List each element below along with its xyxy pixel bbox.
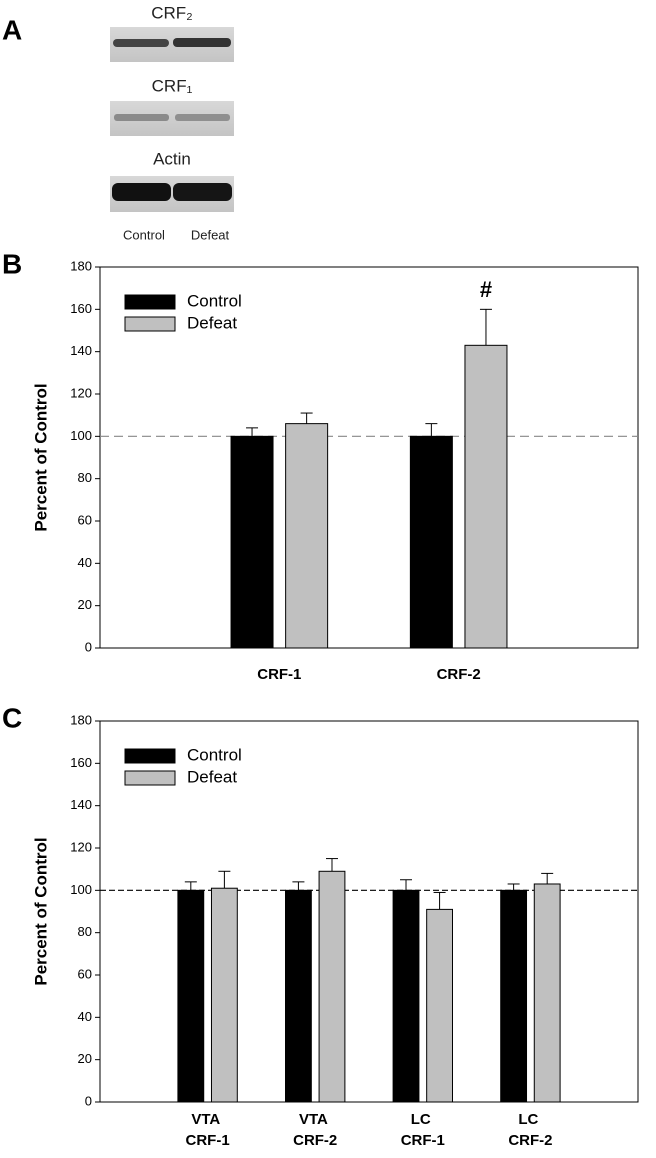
x-tick-label: CRF-1 [257,666,301,683]
lane-label: Control [123,227,165,242]
y-tick-label: 140 [70,797,92,812]
legend-swatch [124,316,176,332]
annotation: # [480,277,492,302]
y-axis-label: Percent of Control [31,383,50,531]
legend-label: Defeat [187,767,237,786]
legend-label: Control [187,745,242,764]
blot-band [114,114,169,121]
x-tick-label: VTA CRF-2 [293,1111,337,1149]
y-tick-label: 20 [78,597,92,612]
band-label: CRF₂ [151,3,193,22]
error-bar [479,308,492,346]
error-bar [425,423,438,437]
plot-frame [99,266,639,649]
blot-band [175,114,230,121]
error-bar [400,879,413,891]
blot-band [113,39,169,47]
legend-label: Defeat [187,313,237,332]
bar [177,889,205,1103]
panel-label: A [2,14,22,45]
error-bar [300,412,313,424]
blot-band [173,38,231,47]
y-axis-label: Percent of Control [31,837,50,985]
plot-frame [99,720,639,1103]
y-tick-label: 100 [70,882,92,897]
band-label: CRF₁ [152,76,193,95]
x-tick-label: LC CRF-2 [508,1111,552,1149]
error-bar [433,891,446,910]
x-tick-label: LC CRF-1 [401,1111,445,1149]
legend-swatch [124,770,176,786]
blot-band [112,183,171,201]
error-bar [246,427,259,437]
bar [230,435,274,649]
bar [409,435,453,649]
band-label: Actin [153,149,191,168]
y-tick-label: 120 [70,839,92,854]
y-tick-label: 40 [78,1009,92,1024]
bar [318,870,346,1103]
error-bar [541,872,554,884]
error-bar [325,858,338,872]
y-tick-label: 180 [70,258,92,273]
y-tick-label: 160 [70,301,92,316]
panel-label: B [2,248,22,279]
y-tick-label: 60 [78,966,92,981]
y-tick-label: 140 [70,343,92,358]
lane-label: Defeat [191,227,230,242]
y-tick-label: 40 [78,555,92,570]
bar [426,908,453,1103]
bar [285,889,312,1103]
bar [464,344,508,649]
legend-swatch [124,748,176,764]
bar [392,889,420,1103]
y-tick-label: 80 [78,924,92,939]
error-bar [218,870,231,889]
western-blot: CRF₂ CRF₁ Actin Control Defeat [110,3,234,242]
bar [533,883,561,1103]
y-tick-label: 20 [78,1051,92,1066]
y-tick-label: 80 [78,470,92,485]
panel-label: C [2,702,22,733]
legend-swatch [124,294,176,310]
y-tick-label: 180 [70,712,92,727]
y-tick-label: 160 [70,755,92,770]
legend-label: Control [187,291,242,310]
bar [500,889,528,1103]
y-tick-label: 60 [78,512,92,527]
y-tick-label: 0 [85,1093,92,1108]
x-tick-label: VTA CRF-1 [186,1111,230,1149]
error-bar [507,883,520,891]
x-tick-label: CRF-2 [437,666,481,683]
bar [285,423,329,649]
y-tick-label: 120 [70,385,92,400]
blot-band [173,183,232,201]
bar [210,887,238,1103]
error-bar [292,881,305,891]
y-tick-label: 100 [70,428,92,443]
error-bar [184,881,197,891]
y-tick-label: 0 [85,639,92,654]
